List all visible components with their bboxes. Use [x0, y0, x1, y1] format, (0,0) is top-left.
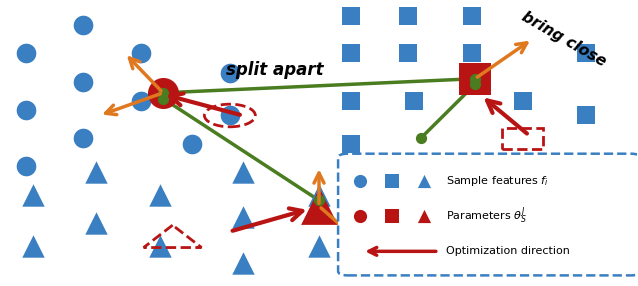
Point [136, 51, 146, 55]
Point [454, 192, 464, 197]
Point [410, 99, 420, 104]
Point [78, 136, 89, 140]
Point [136, 99, 146, 104]
Point [155, 192, 165, 197]
Point [314, 243, 324, 248]
Point [387, 178, 397, 183]
Bar [502, 128, 544, 149]
Point [346, 99, 356, 104]
Point [387, 214, 397, 218]
Point [346, 51, 356, 55]
Point [466, 51, 477, 55]
Point [581, 113, 591, 118]
Point [390, 170, 401, 174]
Point [225, 113, 235, 118]
Text: bring close: bring close [519, 9, 609, 69]
Point [91, 221, 101, 225]
Point [237, 260, 248, 265]
Point [470, 76, 480, 81]
Point [158, 91, 168, 95]
Point [158, 91, 168, 95]
Point [581, 51, 591, 55]
Text: Parameters $\theta_S^J$: Parameters $\theta_S^J$ [447, 206, 528, 226]
Point [403, 51, 413, 55]
Point [390, 215, 401, 220]
Point [225, 71, 235, 75]
Point [419, 178, 429, 183]
Point [470, 82, 480, 87]
Point [314, 198, 324, 203]
Text: Sample features $f_i$: Sample features $f_i$ [447, 174, 549, 188]
Point [403, 14, 413, 19]
Point [237, 170, 248, 174]
Point [346, 14, 356, 19]
Point [416, 136, 426, 140]
Point [470, 76, 480, 81]
Point [355, 178, 366, 183]
Point [466, 14, 477, 19]
Point [355, 214, 366, 218]
Point [517, 99, 528, 104]
Point [78, 23, 89, 27]
Point [78, 79, 89, 84]
Text: split apart: split apart [226, 61, 323, 79]
Text: Optimization direction: Optimization direction [447, 246, 570, 256]
Point [314, 204, 324, 208]
Point [419, 214, 429, 218]
Point [21, 108, 31, 112]
Point [21, 164, 31, 169]
Point [27, 243, 38, 248]
Point [21, 51, 31, 55]
Point [158, 96, 168, 101]
Point [346, 142, 356, 146]
Point [186, 142, 197, 146]
Point [155, 243, 165, 248]
Point [91, 170, 101, 174]
Point [27, 192, 38, 197]
FancyBboxPatch shape [338, 154, 638, 275]
Point [314, 192, 324, 197]
Point [237, 215, 248, 220]
